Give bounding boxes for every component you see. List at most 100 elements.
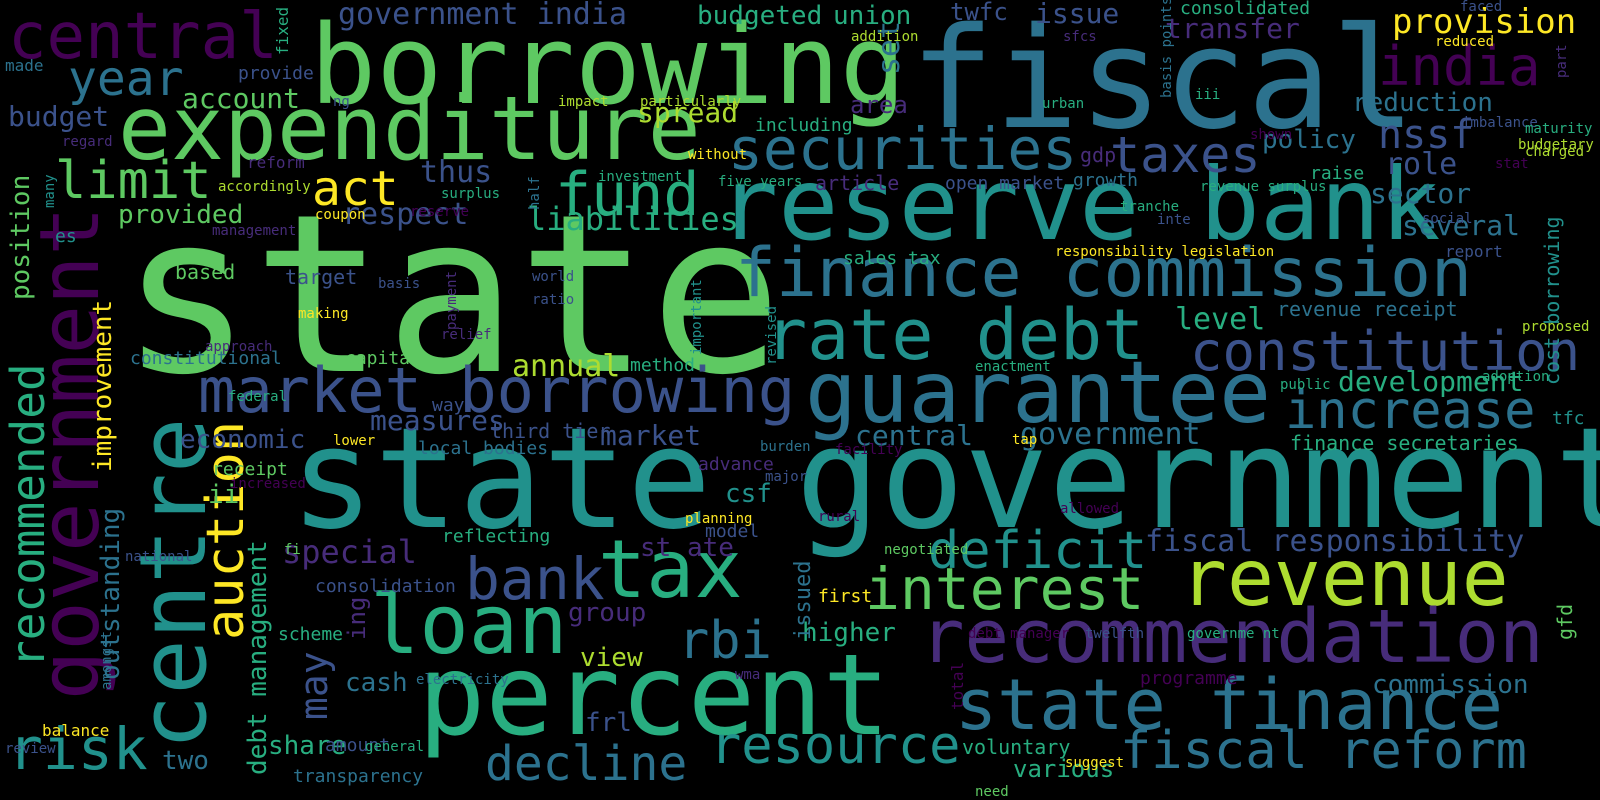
cloud-word: rural bbox=[818, 509, 861, 525]
cloud-word: increased bbox=[230, 476, 306, 492]
cloud-word: allowed bbox=[1060, 501, 1120, 517]
cloud-word: commission bbox=[1372, 670, 1529, 700]
cloud-word: iii bbox=[1195, 87, 1221, 103]
cloud-word: reserve bank bbox=[718, 146, 1441, 263]
cloud-word: fiscal responsibility bbox=[1145, 524, 1525, 559]
cloud-word: made bbox=[5, 56, 44, 75]
cloud-word: negotiated bbox=[884, 542, 969, 558]
cloud-word: method bbox=[630, 355, 696, 376]
cloud-word: impact bbox=[558, 94, 609, 110]
cloud-word: investment bbox=[598, 169, 683, 185]
cloud-word: tranche bbox=[1120, 199, 1180, 215]
cloud-word: year bbox=[68, 51, 184, 107]
cloud-word: cost borrowing bbox=[1540, 216, 1564, 385]
cloud-word: basis points bbox=[1159, 0, 1175, 98]
cloud-word: gfd bbox=[1553, 603, 1577, 640]
cloud-word: deficit bbox=[928, 521, 1148, 581]
cloud-word: including bbox=[755, 115, 853, 136]
cloud-word: suggest bbox=[1065, 755, 1125, 771]
cloud-word: view bbox=[580, 643, 643, 673]
cloud-word: spread bbox=[637, 96, 739, 129]
cloud-word: faced bbox=[1460, 0, 1503, 15]
cloud-word: central bbox=[8, 0, 278, 74]
cloud-word: transfer bbox=[1165, 12, 1300, 45]
cloud-word: inte bbox=[1157, 212, 1191, 228]
cloud-word: act bbox=[312, 161, 399, 217]
cloud-word: management bbox=[212, 223, 297, 239]
cloud-word: es bbox=[55, 226, 77, 247]
cloud-word: approach bbox=[205, 339, 273, 355]
cloud-word: revenue receipt bbox=[1277, 297, 1458, 321]
cloud-word: electricity bbox=[416, 672, 509, 688]
cloud-word: decline bbox=[485, 736, 688, 792]
cloud-word: central bbox=[855, 419, 974, 452]
cloud-word: fixed bbox=[273, 6, 292, 55]
cloud-word: group bbox=[568, 598, 647, 628]
cloud-word: reserve bbox=[410, 204, 470, 220]
cloud-word: risk bbox=[8, 715, 148, 783]
cloud-word: cash bbox=[345, 668, 408, 698]
cloud-word: fiscal bbox=[910, 0, 1416, 161]
cloud-word: special bbox=[282, 533, 417, 571]
cloud-word: half bbox=[527, 176, 543, 210]
cloud-word: urban bbox=[1042, 96, 1085, 112]
cloud-word: particularly bbox=[640, 94, 742, 110]
cloud-word: shown bbox=[1250, 127, 1293, 143]
cloud-word: reduction bbox=[1352, 88, 1493, 118]
cloud-word: fiscal reform bbox=[1120, 721, 1527, 781]
cloud-word: nssf bbox=[1378, 112, 1475, 158]
cloud-word: revenue bbox=[1180, 534, 1509, 624]
cloud-word: total bbox=[948, 661, 967, 710]
cloud-word: report bbox=[1445, 242, 1503, 261]
cloud-word: account bbox=[182, 82, 301, 115]
cloud-word: part bbox=[1554, 44, 1570, 78]
cloud-word: growth bbox=[1073, 170, 1139, 191]
cloud-word: tax bbox=[598, 523, 743, 616]
cloud-word: expenditure bbox=[118, 77, 701, 180]
cloud-word: limit bbox=[55, 151, 212, 211]
cloud-word: government bbox=[1020, 417, 1201, 452]
cloud-word: gdp bbox=[1080, 143, 1117, 167]
cloud-word: raise bbox=[1310, 163, 1365, 184]
cloud-word: taxes bbox=[1110, 126, 1261, 184]
cloud-word: higher bbox=[802, 618, 896, 648]
cloud-word: programme bbox=[1140, 668, 1238, 689]
cloud-word: several bbox=[1402, 209, 1521, 242]
cloud-word: may bbox=[292, 651, 336, 720]
cloud-word: general bbox=[365, 739, 425, 755]
cloud-word: resource bbox=[710, 716, 961, 776]
cloud-word: accordingly bbox=[218, 179, 311, 195]
cloud-word: india bbox=[1378, 35, 1541, 98]
cloud-word: government india bbox=[338, 0, 627, 32]
cloud-word: important bbox=[689, 279, 705, 355]
cloud-word: tap bbox=[1012, 432, 1038, 448]
cloud-word: revised bbox=[764, 305, 780, 365]
cloud-word: provision bbox=[1392, 2, 1577, 42]
cloud-word: governme nt bbox=[1187, 626, 1280, 642]
cloud-word: rate debt bbox=[765, 294, 1145, 376]
cloud-word: imbalance bbox=[1462, 115, 1538, 131]
cloud-word: market bbox=[600, 419, 702, 452]
cloud-word: proposed bbox=[1522, 319, 1590, 335]
cloud-word: guarantee bbox=[805, 343, 1271, 443]
cloud-word: social bbox=[1422, 211, 1473, 227]
cloud-word: debt manager bbox=[968, 626, 1070, 642]
cloud-word: ng bbox=[333, 94, 350, 110]
cloud-word: loan bbox=[370, 578, 568, 673]
cloud-word: provide bbox=[238, 63, 314, 84]
cloud-word: many bbox=[42, 174, 58, 208]
cloud-word: way bbox=[432, 395, 465, 416]
cloud-word: wma bbox=[735, 667, 761, 683]
cloud-word: ii bbox=[208, 480, 240, 510]
cloud-word: amongst bbox=[99, 630, 115, 690]
cloud-word: first bbox=[818, 586, 873, 607]
cloud-word: tfc bbox=[1552, 408, 1585, 429]
cloud-word: sector bbox=[1370, 177, 1472, 210]
cloud-word: adoption bbox=[1482, 369, 1550, 385]
cloud-word: frl bbox=[585, 708, 632, 738]
cloud-word: improvement bbox=[88, 299, 118, 472]
cloud-word: lower bbox=[333, 433, 376, 449]
cloud-word: relief bbox=[441, 327, 492, 343]
cloud-word: area bbox=[850, 91, 908, 119]
